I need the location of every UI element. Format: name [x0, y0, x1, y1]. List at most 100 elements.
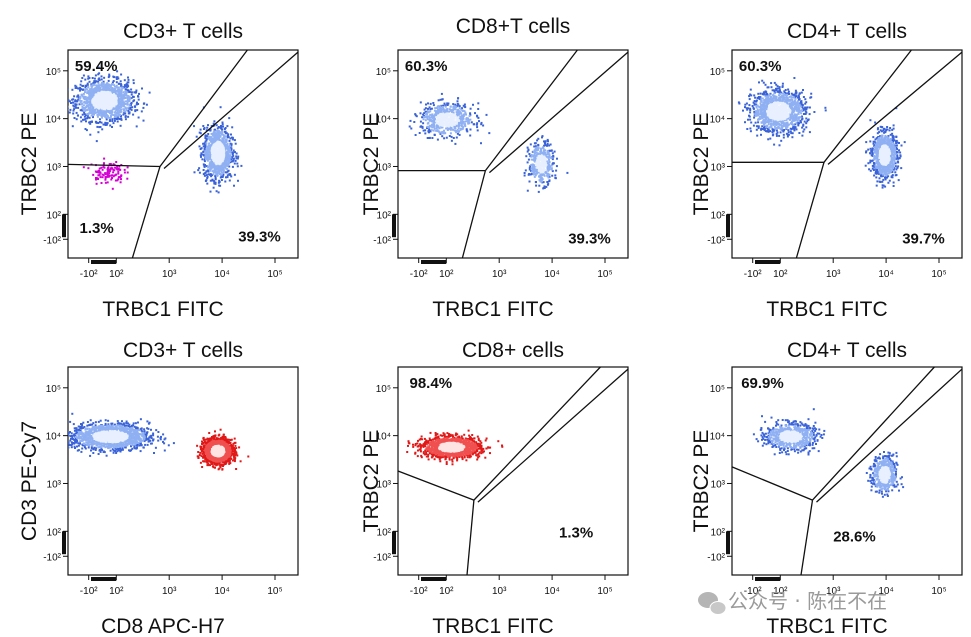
event-point — [778, 144, 781, 147]
event-point — [758, 115, 761, 118]
event-point — [469, 128, 472, 131]
event-point — [796, 103, 799, 106]
event-point — [225, 138, 228, 141]
event-point — [102, 80, 105, 83]
event-point — [460, 125, 463, 127]
event-point — [782, 136, 785, 139]
event-point — [759, 102, 762, 105]
event-point — [765, 114, 768, 117]
event-point — [445, 108, 448, 111]
event-point — [435, 116, 438, 119]
event-point — [540, 147, 542, 150]
event-point — [117, 168, 120, 171]
event-point — [85, 129, 88, 132]
event-point — [548, 160, 551, 163]
event-point — [120, 86, 123, 89]
event-point — [452, 128, 454, 131]
event-point — [793, 100, 796, 103]
event-point — [795, 104, 798, 107]
event-point — [478, 120, 480, 123]
event-point — [757, 96, 760, 98]
event-point — [799, 120, 802, 122]
event-point — [791, 136, 794, 139]
event-point — [75, 85, 78, 88]
event-point — [97, 66, 100, 69]
event-point — [543, 155, 546, 158]
event-point — [229, 142, 232, 145]
event-point — [447, 118, 450, 121]
event-point — [786, 122, 789, 125]
event-point — [221, 129, 223, 132]
event-point — [116, 76, 119, 79]
event-point — [96, 125, 99, 128]
event-point — [539, 178, 542, 181]
event-point — [449, 128, 452, 131]
event-point — [824, 106, 827, 109]
event-point — [111, 120, 114, 122]
event-point — [86, 108, 89, 111]
event-point — [101, 85, 104, 88]
event-point — [456, 100, 459, 103]
event-point — [70, 102, 72, 104]
event-point — [108, 172, 111, 175]
event-point — [225, 167, 228, 170]
event-point — [106, 181, 109, 184]
event-point — [106, 122, 109, 125]
event-point — [116, 118, 118, 120]
event-point — [217, 142, 220, 145]
event-point — [766, 106, 768, 109]
event-point — [126, 89, 129, 92]
event-point — [428, 118, 431, 121]
event-point — [538, 184, 541, 187]
event-point — [797, 106, 800, 109]
event-point — [799, 116, 802, 119]
event-point — [790, 107, 792, 110]
event-point — [780, 118, 783, 121]
event-point — [206, 137, 209, 140]
event-point — [89, 122, 92, 125]
event-point — [203, 128, 205, 130]
event-point — [110, 178, 113, 181]
event-point — [540, 151, 543, 154]
event-point — [98, 96, 101, 99]
event-point — [428, 116, 431, 119]
event-point — [78, 96, 81, 99]
event-point — [535, 181, 537, 183]
event-point — [538, 167, 540, 170]
event-point — [778, 134, 781, 137]
event-point — [221, 121, 224, 124]
event-point — [761, 112, 764, 115]
event-point — [104, 177, 107, 180]
event-point — [757, 92, 760, 95]
gate-percentage: 60.3% — [405, 58, 448, 75]
event-point — [95, 140, 98, 143]
event-point — [136, 109, 139, 112]
scatter-points — [737, 77, 906, 189]
event-point — [98, 79, 101, 82]
event-point — [111, 81, 114, 84]
event-point — [433, 116, 436, 119]
event-point — [769, 125, 772, 128]
event-point — [784, 89, 787, 91]
event-point — [464, 120, 467, 123]
event-point — [209, 129, 212, 132]
event-point — [776, 126, 778, 129]
event-point — [89, 93, 92, 96]
event-point — [225, 162, 228, 165]
event-point — [116, 86, 119, 89]
event-point — [220, 179, 223, 181]
event-point — [80, 88, 82, 91]
event-point — [744, 106, 746, 109]
event-point — [430, 129, 433, 132]
event-point — [216, 149, 219, 152]
event-point — [449, 105, 452, 108]
event-point — [84, 109, 87, 112]
event-point — [465, 118, 468, 121]
event-point — [442, 131, 445, 134]
event-point — [759, 106, 762, 108]
event-point — [438, 110, 441, 113]
event-point — [535, 147, 538, 150]
event-point — [208, 148, 211, 151]
event-point — [111, 118, 114, 121]
event-point — [119, 124, 122, 127]
